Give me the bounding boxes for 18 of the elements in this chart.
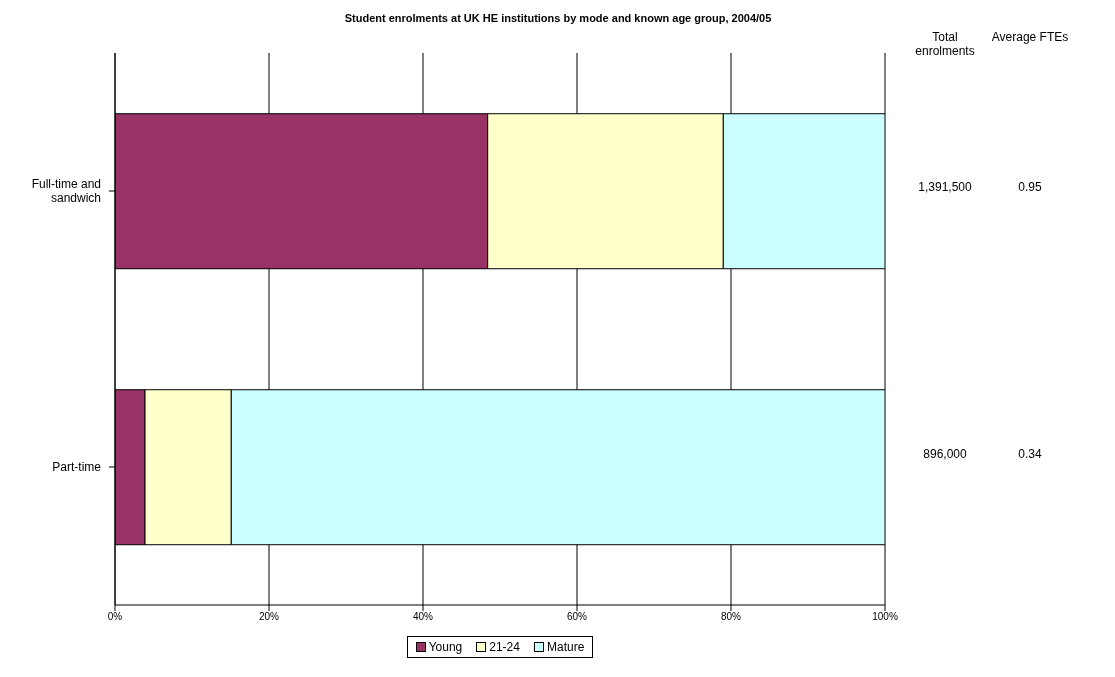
legend-label: 21-24 bbox=[488, 640, 520, 654]
text: 1,391,500 bbox=[917, 179, 973, 194]
text: 896,000 bbox=[922, 447, 968, 462]
legend-label: Mature bbox=[545, 640, 585, 654]
y-tick-label: Part-time bbox=[52, 460, 102, 474]
x-tick-label: 60% bbox=[566, 611, 588, 623]
x-tick-label: 0% bbox=[107, 611, 123, 623]
text: Total enrolments bbox=[914, 30, 976, 58]
x-tick-label: 20% bbox=[258, 611, 280, 623]
text: 0.34 bbox=[1017, 447, 1043, 462]
text: Average FTEs bbox=[990, 30, 1070, 44]
x-tick-label: 80% bbox=[720, 611, 742, 623]
text: 0.95 bbox=[1017, 179, 1043, 194]
x-tick-label: 40% bbox=[412, 611, 434, 623]
chart-title: Student enrolments at UK HE institutions by mode and known age group, 2004/05 bbox=[343, 12, 773, 24]
legend-label: Young bbox=[427, 640, 463, 654]
y-tick-label: Full-time and sandwich bbox=[31, 177, 101, 205]
x-tick-label: 100% bbox=[872, 611, 898, 623]
